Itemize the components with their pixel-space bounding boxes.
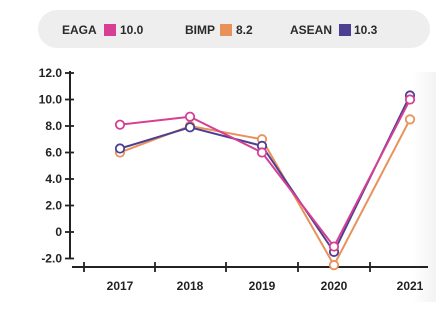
- legend-label-eaga: EAGA: [62, 23, 97, 37]
- data-point-eaga: [256, 147, 268, 158]
- y-tick-label: 2.0: [45, 199, 62, 213]
- x-tick-label: 2018: [177, 279, 204, 293]
- series-layer: [114, 90, 416, 271]
- y-tick-label: 12.0: [39, 66, 63, 80]
- legend-value-eaga: 10.0: [120, 23, 144, 37]
- plot-shading: [412, 72, 436, 302]
- x-tick-label: 2021: [397, 279, 424, 293]
- x-tick-label: 2020: [321, 279, 348, 293]
- y-tick-label: 8.0: [45, 119, 62, 133]
- data-point-bimp: [328, 260, 340, 271]
- legend-swatch-eaga: [104, 24, 116, 36]
- data-point-eaga: [328, 241, 340, 252]
- x-tick-label: 2019: [249, 279, 276, 293]
- legend-swatch-bimp: [220, 24, 232, 36]
- x-tick-label: 2017: [107, 279, 134, 293]
- y-tick-label: 0: [55, 225, 62, 239]
- legend-value-bimp: 8.2: [236, 23, 253, 37]
- y-tick-label: 10.0: [39, 93, 63, 107]
- legend-layer: EAGA 10.0 BIMP 8.2 ASEAN 10.3: [62, 23, 378, 37]
- data-point-asean: [114, 143, 126, 154]
- legend-label-bimp: BIMP: [185, 23, 215, 37]
- data-point-asean: [184, 122, 196, 133]
- data-point-eaga: [114, 119, 126, 130]
- legend-label-asean: ASEAN: [290, 23, 332, 37]
- y-tick-label: 6.0: [45, 146, 62, 160]
- data-point-eaga: [184, 111, 196, 122]
- data-point-eaga: [404, 94, 416, 105]
- series-line-eaga: [119, 99, 411, 248]
- axes: 12.0 10.0 8.0 6.0 4.0 2.0 0 -2.0 2017 2018 2019 202…: [39, 66, 428, 293]
- legend: [38, 10, 430, 48]
- data-point-bimp: [404, 114, 416, 125]
- y-tick-label: -2.0: [41, 252, 62, 266]
- legend-value-asean: 10.3: [354, 23, 378, 37]
- legend-swatch-asean: [339, 24, 351, 36]
- y-tick-label: 4.0: [45, 172, 62, 186]
